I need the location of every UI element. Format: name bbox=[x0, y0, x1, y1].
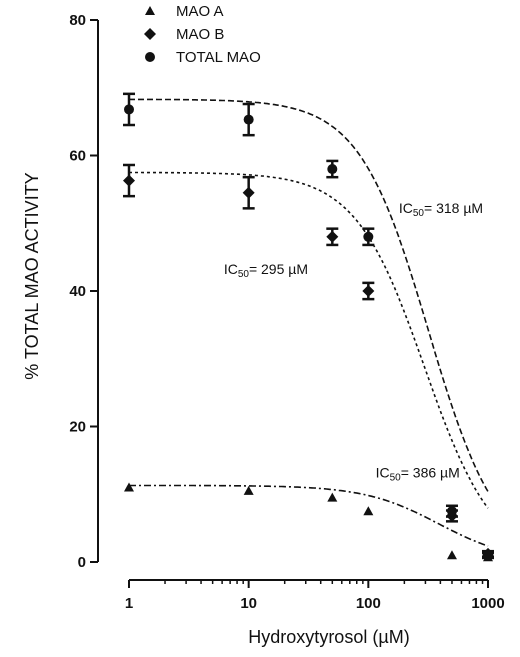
legend: MAO A MAO B TOTAL MAO bbox=[144, 3, 261, 66]
x-tick-label: 100 bbox=[356, 595, 381, 612]
legend-item: MAO A bbox=[145, 3, 224, 20]
y-tick-label: 20 bbox=[69, 419, 86, 436]
circle-marker bbox=[483, 550, 493, 561]
legend-label: MAO A bbox=[176, 3, 224, 20]
y-tick-label: 80 bbox=[69, 12, 86, 29]
legend-item: TOTAL MAO bbox=[145, 49, 261, 66]
data-points bbox=[123, 92, 494, 562]
diamond-marker bbox=[326, 230, 339, 243]
y-axis-title: % TOTAL MAO ACTIVITY bbox=[22, 172, 42, 379]
fit-curve bbox=[129, 171, 489, 509]
x-tick-label: 1 bbox=[125, 595, 133, 612]
axes: 0 20 40 60 80 1 10 100 1000 bbox=[69, 12, 504, 612]
ic50-label: IC50= 386 µM bbox=[376, 464, 460, 483]
triangle-marker bbox=[363, 506, 374, 516]
y-tick-label: 60 bbox=[69, 148, 86, 165]
triangle-marker bbox=[327, 492, 338, 502]
legend-label: MAO B bbox=[176, 26, 224, 43]
ic50-label: IC50= 295 µM bbox=[224, 261, 308, 280]
ic50-label: IC50= 318 µM bbox=[399, 200, 483, 219]
diamond-marker bbox=[242, 186, 255, 199]
circle-marker bbox=[145, 52, 155, 62]
diamond-marker bbox=[144, 28, 156, 40]
legend-item: MAO B bbox=[144, 26, 224, 43]
circle-marker bbox=[243, 114, 254, 125]
triangle-marker bbox=[446, 550, 457, 560]
diamond-marker bbox=[123, 174, 135, 187]
x-axis-title: Hydroxytyrosol (µM) bbox=[248, 627, 409, 647]
y-tick-label: 40 bbox=[69, 283, 86, 300]
ic50-annotations: IC50= 318 µM IC50= 295 µM IC50= 386 µM bbox=[224, 200, 483, 483]
x-tick-label: 10 bbox=[240, 595, 257, 612]
y-tick-label: 0 bbox=[78, 554, 86, 571]
legend-label: TOTAL MAO bbox=[176, 49, 261, 66]
fit-curve bbox=[128, 98, 489, 493]
fit-curves bbox=[128, 98, 489, 547]
x-tick-label: 1000 bbox=[471, 595, 504, 612]
circle-marker bbox=[124, 104, 134, 115]
triangle-marker bbox=[243, 485, 254, 495]
circle-marker bbox=[327, 164, 338, 175]
triangle-marker bbox=[124, 482, 134, 492]
circle-marker bbox=[363, 231, 374, 242]
fit-curve bbox=[129, 484, 489, 547]
triangle-marker bbox=[145, 6, 155, 15]
circle-marker bbox=[446, 506, 457, 517]
diamond-marker bbox=[362, 285, 375, 297]
